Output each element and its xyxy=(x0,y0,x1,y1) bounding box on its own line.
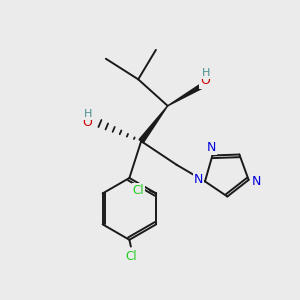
Text: H: H xyxy=(202,68,210,78)
Text: N: N xyxy=(206,141,216,154)
Text: Cl: Cl xyxy=(125,250,137,262)
Text: H: H xyxy=(83,109,92,119)
Polygon shape xyxy=(139,106,168,143)
Text: O: O xyxy=(200,74,210,87)
Polygon shape xyxy=(168,83,204,106)
Text: H: H xyxy=(83,109,92,119)
Text: N: N xyxy=(194,173,203,186)
Text: N: N xyxy=(206,141,216,154)
Text: N: N xyxy=(194,173,203,186)
Text: O: O xyxy=(82,116,92,128)
Text: N: N xyxy=(251,175,261,188)
Text: H: H xyxy=(202,68,210,78)
Text: N: N xyxy=(251,175,261,188)
Text: Cl: Cl xyxy=(125,250,137,262)
Text: O: O xyxy=(82,116,92,128)
Text: Cl: Cl xyxy=(133,184,144,197)
Text: O: O xyxy=(200,74,210,87)
Text: Cl: Cl xyxy=(133,184,144,197)
